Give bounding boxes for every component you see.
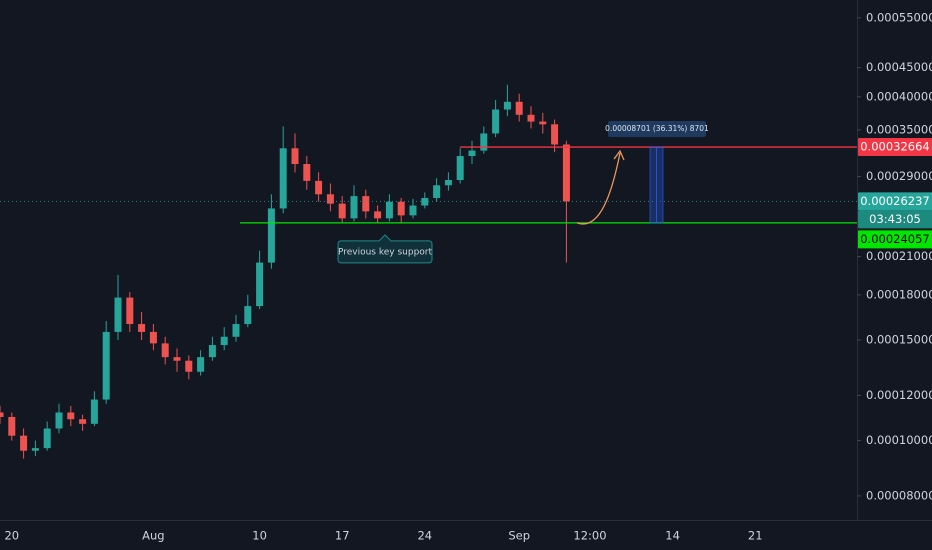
y-tick-label: 0.00029000: [866, 169, 932, 183]
y-tick-label: 0.00015000: [866, 333, 932, 347]
candle-body: [149, 331, 157, 344]
candle-body: [267, 208, 275, 263]
candle-body: [539, 121, 547, 125]
y-tick-label: 0.00040000: [866, 89, 932, 103]
candle-body: [0, 412, 4, 417]
candle-body: [43, 428, 51, 449]
candle-body: [279, 148, 287, 209]
candle-body: [362, 196, 370, 212]
x-tick-label: 20: [4, 529, 19, 543]
candle-body: [197, 357, 205, 372]
y-tick-label: 0.00008000: [866, 488, 932, 502]
candle-body: [338, 203, 346, 219]
candle-body: [374, 211, 382, 219]
price-line-label: 0.00032664: [860, 140, 930, 154]
x-tick-label: 21: [748, 529, 763, 543]
y-tick-label: 0.00018000: [866, 287, 932, 301]
price-line-label-bg: [858, 138, 932, 157]
measure-label-bg: [608, 121, 706, 138]
candle-body: [244, 306, 252, 325]
candle-body: [114, 297, 122, 332]
candle-body: [350, 196, 358, 219]
y-tick-label: 0.00035000: [866, 122, 932, 136]
x-tick-label: Sep: [508, 529, 530, 543]
callout-text: Previous key support: [338, 247, 433, 257]
candle-body: [161, 343, 169, 358]
candle-body: [90, 399, 98, 424]
candle-body: [303, 164, 311, 181]
x-tick-label: 14: [665, 529, 680, 543]
candle-body: [562, 144, 570, 202]
candle-body: [256, 262, 264, 307]
projection-curve: [576, 152, 621, 225]
candle-body: [433, 185, 441, 198]
candle-body: [31, 448, 39, 451]
x-tick-label: 12:00: [573, 529, 606, 543]
x-tick-label: 17: [335, 529, 350, 543]
candle-body: [55, 412, 63, 429]
candle-body: [326, 194, 334, 204]
candle-body: [102, 331, 110, 400]
candle-body: [397, 201, 405, 216]
measure-label: 0.00008701 (36.31%) 8701: [605, 124, 709, 133]
candle-body: [291, 148, 299, 165]
candle-body: [185, 360, 193, 372]
y-tick-label: 0.00055000: [866, 10, 932, 24]
candle-body: [492, 109, 500, 134]
candle-body: [79, 419, 87, 424]
countdown-label-bg: [858, 210, 932, 229]
candle-body: [208, 345, 216, 358]
candle-body: [220, 336, 228, 346]
candle-body: [173, 357, 181, 361]
candle-body: [480, 133, 488, 151]
current-price-label: 0.00026237: [860, 194, 930, 208]
candle-body: [551, 124, 559, 145]
candle-body: [503, 101, 511, 110]
y-tick-label: 0.00045000: [866, 60, 932, 74]
candle-body: [409, 205, 417, 216]
price-line-label: 0.00024057: [860, 232, 930, 246]
y-tick-label: 0.00012000: [866, 388, 932, 402]
candle-body: [515, 101, 523, 115]
x-tick-label: Aug: [142, 529, 164, 543]
candle-body: [232, 324, 240, 337]
candle-body: [444, 179, 452, 186]
y-tick-label: 0.00010000: [866, 433, 932, 447]
candle-body: [527, 114, 535, 122]
price-line-label-bg: [858, 230, 932, 249]
candle-body: [315, 180, 323, 195]
candle-body: [8, 416, 16, 436]
candle-body: [385, 201, 393, 219]
callout-box: [337, 234, 433, 264]
y-tick-label: 0.00021000: [866, 249, 932, 263]
candle-body: [126, 297, 134, 325]
x-tick-label: 10: [252, 529, 267, 543]
candle-body: [20, 435, 28, 451]
candle-body: [468, 150, 476, 157]
candle-body: [456, 156, 464, 180]
x-tick-label: 24: [417, 529, 432, 543]
candle-body: [67, 412, 75, 420]
current-price-label-bg: [858, 192, 932, 211]
projection-arrowhead: [613, 149, 625, 161]
candle-body: [138, 324, 146, 332]
countdown-label: 03:43:05: [869, 212, 921, 226]
